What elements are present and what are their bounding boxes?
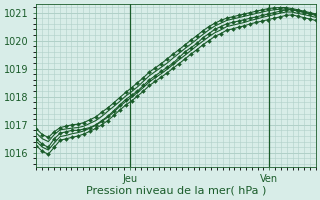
- X-axis label: Pression niveau de la mer( hPa ): Pression niveau de la mer( hPa ): [86, 186, 266, 196]
